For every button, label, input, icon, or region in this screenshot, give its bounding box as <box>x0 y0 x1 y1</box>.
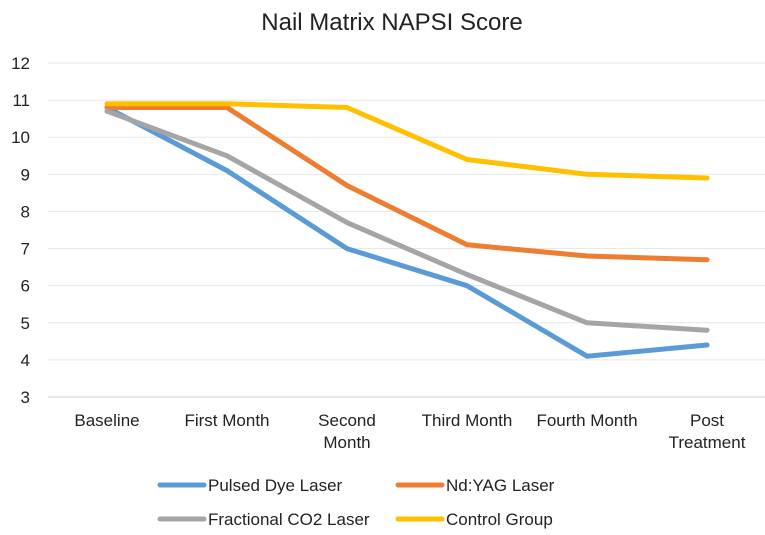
data-point <box>464 242 470 248</box>
legend-label: Nd:YAG Laser <box>446 476 555 495</box>
y-tick-label: 4 <box>21 351 30 370</box>
data-point <box>704 175 710 181</box>
x-tick-label: Fourth Month <box>536 411 637 430</box>
x-tick-label: Post <box>690 411 724 430</box>
legend-label: Control Group <box>446 510 553 529</box>
y-axis-tick-labels: 3 4 5 6 7 8 9 10 11 12 <box>11 54 30 407</box>
y-tick-label: 5 <box>21 314 30 333</box>
series-line-1 <box>104 105 710 359</box>
data-point <box>344 183 350 188</box>
data-point <box>584 320 590 326</box>
x-axis-tick-labels: Baseline First Month Second Month Third Mont… <box>74 411 745 452</box>
data-point <box>704 327 710 333</box>
x-tick-label: Second <box>318 411 376 430</box>
data-point <box>704 257 710 263</box>
data-point <box>344 105 350 110</box>
x-tick-label: Third Month <box>422 411 513 430</box>
data-point <box>104 108 110 114</box>
data-point <box>224 153 230 159</box>
data-point <box>464 283 470 289</box>
series-line-2 <box>104 105 710 263</box>
x-tick-label: Month <box>323 433 370 452</box>
data-point <box>224 168 230 174</box>
data-point <box>704 342 710 348</box>
series-lines <box>104 101 710 359</box>
y-tick-label: 12 <box>11 54 30 73</box>
data-point <box>344 246 350 252</box>
series-line-3 <box>104 108 710 333</box>
legend-label: Fractional CO2 Laser <box>208 510 370 529</box>
gridlines <box>48 62 765 398</box>
x-tick-label: Baseline <box>74 411 139 430</box>
data-point <box>584 353 590 359</box>
series-line-4 <box>104 101 710 181</box>
data-point <box>344 220 350 226</box>
y-tick-label: 6 <box>21 277 30 296</box>
data-point <box>464 157 470 162</box>
data-point <box>584 253 590 259</box>
legend: Pulsed Dye Laser Nd:YAG Laser Fractional C… <box>157 476 555 529</box>
data-point <box>584 171 590 177</box>
data-point <box>224 101 230 107</box>
y-tick-label: 7 <box>21 240 30 259</box>
data-point <box>104 101 110 107</box>
legend-label: Pulsed Dye Laser <box>208 476 343 495</box>
data-point <box>464 272 470 277</box>
x-tick-label: First Month <box>184 411 269 430</box>
y-tick-label: 3 <box>21 388 30 407</box>
x-tick-label: Treatment <box>669 433 746 452</box>
y-tick-label: 10 <box>11 128 30 147</box>
y-tick-label: 9 <box>21 165 30 184</box>
chart-title: Nail Matrix NAPSI Score <box>261 9 522 36</box>
y-tick-label: 11 <box>12 91 30 110</box>
y-tick-label: 8 <box>21 202 30 221</box>
